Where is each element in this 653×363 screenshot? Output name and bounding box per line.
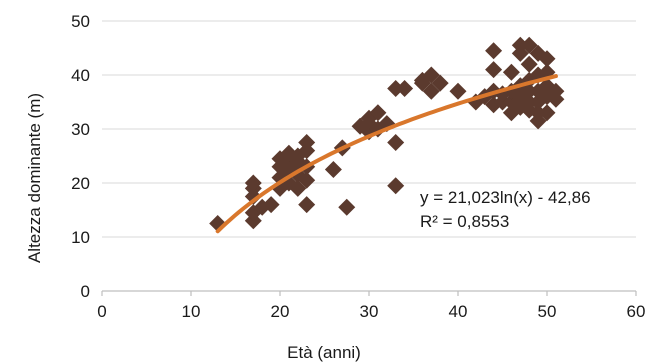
y-tick-label: 0	[81, 282, 90, 301]
data-point	[387, 80, 405, 97]
x-tick-label: 60	[627, 302, 646, 321]
y-tick-label: 40	[71, 66, 90, 85]
data-point	[547, 82, 565, 100]
data-point	[422, 66, 440, 84]
x-tick-label: 0	[97, 302, 106, 321]
y-tick-label: 20	[71, 174, 90, 193]
x-tick-label: 10	[182, 302, 201, 321]
data-point	[485, 61, 503, 79]
data-point	[520, 55, 538, 73]
x-tick-label: 20	[271, 302, 290, 321]
y-axis-label: Altezza dominante (m)	[25, 93, 44, 263]
data-point	[529, 104, 547, 122]
data-point	[449, 82, 467, 100]
data-point	[289, 179, 307, 197]
data-point	[298, 134, 316, 151]
data-point	[387, 134, 405, 151]
data-point	[502, 93, 520, 111]
data-point	[511, 36, 529, 54]
data-point	[387, 177, 405, 195]
data-points	[209, 36, 565, 232]
data-point	[431, 74, 449, 92]
trendline-r-squared: R² = 0,8553	[420, 212, 509, 231]
data-point	[422, 82, 440, 100]
x-tick-label: 30	[360, 302, 379, 321]
data-point	[520, 82, 538, 100]
trendline-equation: y = 21,023ln(x) - 42,86	[420, 188, 591, 207]
x-tick-label: 50	[538, 302, 557, 321]
trendline	[215, 74, 558, 234]
y-tick-label: 10	[71, 228, 90, 247]
x-tick-label: 40	[449, 302, 468, 321]
data-point	[244, 174, 262, 192]
data-point	[298, 171, 316, 189]
data-point	[396, 80, 414, 97]
data-point	[538, 50, 556, 68]
y-tick-label: 50	[71, 12, 90, 31]
y-tick-labels: 0 10 20 30 40 50	[71, 12, 90, 301]
data-point	[502, 63, 520, 81]
data-point	[485, 42, 503, 60]
data-point	[378, 115, 396, 133]
y-tick-label: 30	[71, 120, 90, 139]
data-point	[502, 104, 520, 122]
axes	[101, 290, 637, 296]
data-point	[369, 104, 387, 122]
x-axis-label: Età (anni)	[287, 343, 361, 362]
data-point	[298, 196, 316, 214]
data-point	[538, 104, 556, 122]
x-tick-labels: 0 10 20 30 40 50 60	[97, 302, 645, 321]
data-point	[520, 93, 538, 111]
data-point	[338, 198, 356, 216]
data-point	[324, 161, 342, 178]
data-point	[262, 196, 280, 214]
